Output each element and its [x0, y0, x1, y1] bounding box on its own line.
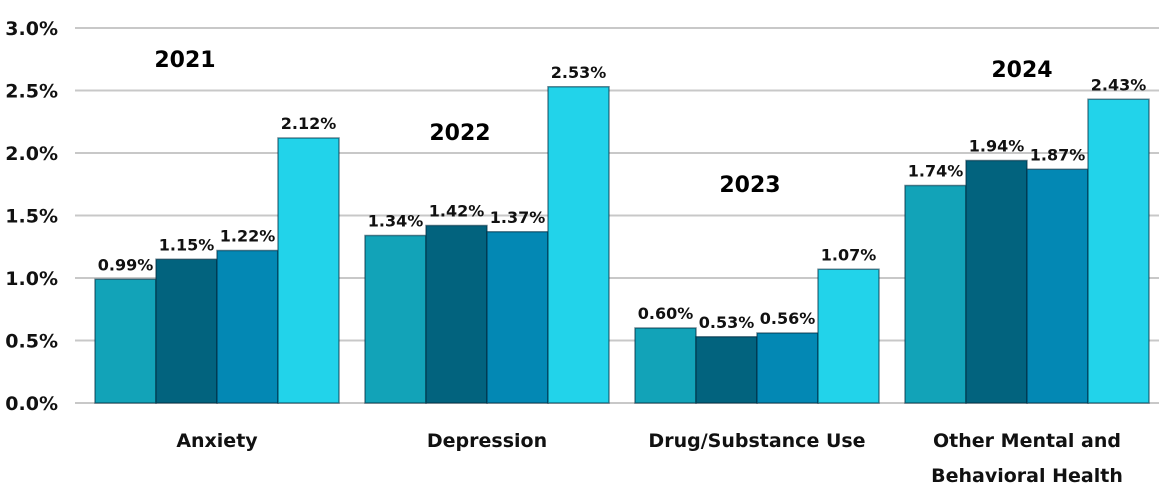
y-tick-label: 3.0%: [5, 18, 58, 40]
x-tick-label: Depression: [427, 430, 547, 452]
data-label: 1.34%: [368, 212, 424, 231]
y-tick-label: 2.5%: [5, 81, 58, 103]
data-label: 0.53%: [699, 313, 755, 332]
y-tick-label: 1.5%: [5, 206, 58, 228]
data-label: 1.15%: [159, 235, 215, 254]
year-annotation: 2022: [429, 121, 490, 146]
data-label: 1.94%: [969, 137, 1025, 156]
data-label: 2.43%: [1091, 75, 1147, 94]
data-label: 1.07%: [821, 245, 877, 264]
y-tick-label: 1.0%: [5, 268, 58, 290]
bar: [756, 332, 819, 404]
bar: [486, 231, 549, 404]
bar: [425, 224, 488, 404]
bar: [1026, 168, 1089, 404]
y-tick-label: 0.0%: [5, 393, 58, 415]
data-label: 0.60%: [638, 304, 694, 323]
data-label: 1.22%: [220, 227, 276, 246]
data-label: 1.42%: [429, 202, 485, 221]
x-tick-label: Drug/Substance Use: [648, 430, 865, 452]
data-label: 1.74%: [908, 162, 964, 181]
y-tick-label: 2.0%: [5, 143, 58, 165]
year-annotation: 2021: [154, 48, 215, 73]
bar: [817, 268, 880, 404]
y-tick-label: 0.5%: [5, 331, 58, 353]
data-label: 0.99%: [98, 255, 154, 274]
bar: [216, 249, 279, 404]
data-label: 1.37%: [490, 208, 546, 227]
bar: [695, 336, 758, 404]
bar: [547, 86, 610, 404]
bar: [1087, 98, 1150, 404]
data-label: 0.56%: [760, 309, 816, 328]
bar: [634, 327, 697, 404]
bar: [155, 258, 218, 404]
year-annotation: 2023: [719, 173, 780, 198]
x-tick-label: Anxiety: [176, 430, 258, 452]
data-label: 1.87%: [1030, 145, 1086, 164]
bar: [965, 159, 1028, 404]
bar: [277, 137, 340, 404]
bar: [364, 234, 427, 404]
x-tick-label: Behavioral Health: [931, 465, 1123, 487]
x-tick-label: Other Mental and: [933, 430, 1121, 452]
year-annotation: 2024: [991, 58, 1052, 83]
bar: [94, 278, 157, 404]
data-label: 2.53%: [551, 63, 607, 82]
data-label: 2.12%: [281, 114, 337, 133]
bar: [904, 184, 967, 404]
